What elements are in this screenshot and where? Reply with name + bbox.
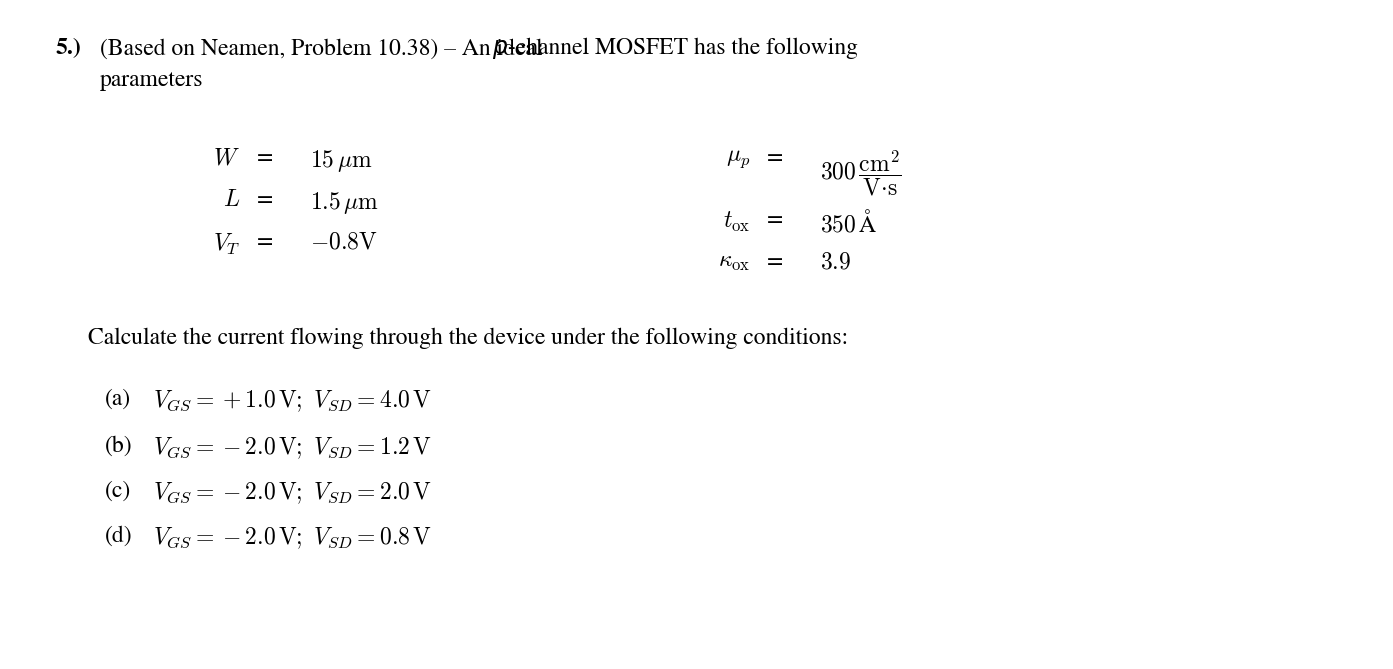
Text: $350\,\mathrm{\AA}$: $350\,\mathrm{\AA}$	[820, 210, 878, 237]
Text: $W$: $W$	[213, 148, 240, 169]
Text: -channel MOSFET has the following: -channel MOSFET has the following	[508, 38, 858, 60]
Text: Calculate the current flowing through the device under the following conditions:: Calculate the current flowing through th…	[88, 328, 848, 349]
Text: $t_{\mathrm{ox}}$: $t_{\mathrm{ox}}$	[723, 210, 749, 234]
Text: $V_{GS} = -2.0\,\mathrm{V};\ V_{SD} = 0.8\,\mathrm{V}$: $V_{GS} = -2.0\,\mathrm{V};\ V_{SD} = 0.…	[153, 525, 432, 551]
Text: $3.9$: $3.9$	[820, 252, 851, 274]
Text: (b): (b)	[104, 435, 132, 456]
Text: $V_{GS} = +1.0\,\mathrm{V};\ V_{SD} = 4.0\,\mathrm{V}$: $V_{GS} = +1.0\,\mathrm{V};\ V_{SD} = 4.…	[153, 388, 432, 413]
Text: $p$: $p$	[492, 38, 508, 61]
Text: $V_T$: $V_T$	[213, 232, 240, 257]
Text: (Based on Neamen, Problem 10.38) – An ideal: (Based on Neamen, Problem 10.38) – An id…	[100, 38, 549, 60]
Text: $L$: $L$	[223, 190, 240, 211]
Text: =: =	[768, 148, 783, 169]
Text: $1.5\,\mu\mathrm{m}$: $1.5\,\mu\mathrm{m}$	[311, 190, 379, 216]
Text: $\mu_p$: $\mu_p$	[726, 148, 749, 169]
Text: =: =	[256, 190, 273, 211]
Text: $300\,\dfrac{\mathrm{cm}^2}{\mathrm{V}{\cdot}\mathrm{s}}$: $300\,\dfrac{\mathrm{cm}^2}{\mathrm{V}{\…	[820, 148, 901, 197]
Text: parameters: parameters	[100, 70, 203, 92]
Text: $V_{GS} = -2.0\,\mathrm{V};\ V_{SD} = 1.2\,\mathrm{V}$: $V_{GS} = -2.0\,\mathrm{V};\ V_{SD} = 1.…	[153, 435, 432, 460]
Text: $\kappa_{\mathrm{ox}}$: $\kappa_{\mathrm{ox}}$	[717, 252, 749, 274]
Text: $-0.8\mathrm{V}$: $-0.8\mathrm{V}$	[311, 232, 378, 254]
Text: =: =	[256, 232, 273, 254]
Text: =: =	[768, 252, 783, 274]
Text: $15\,\mu\mathrm{m}$: $15\,\mu\mathrm{m}$	[311, 148, 372, 174]
Text: (d): (d)	[104, 525, 132, 547]
Text: =: =	[768, 210, 783, 231]
Text: $V_{GS} = -2.0\,\mathrm{V};\ V_{SD} = 2.0\,\mathrm{V}$: $V_{GS} = -2.0\,\mathrm{V};\ V_{SD} = 2.…	[153, 480, 432, 506]
Text: 5.): 5.)	[54, 38, 81, 59]
Text: (a): (a)	[104, 388, 131, 409]
Text: (c): (c)	[104, 480, 131, 501]
Text: =: =	[256, 148, 273, 169]
